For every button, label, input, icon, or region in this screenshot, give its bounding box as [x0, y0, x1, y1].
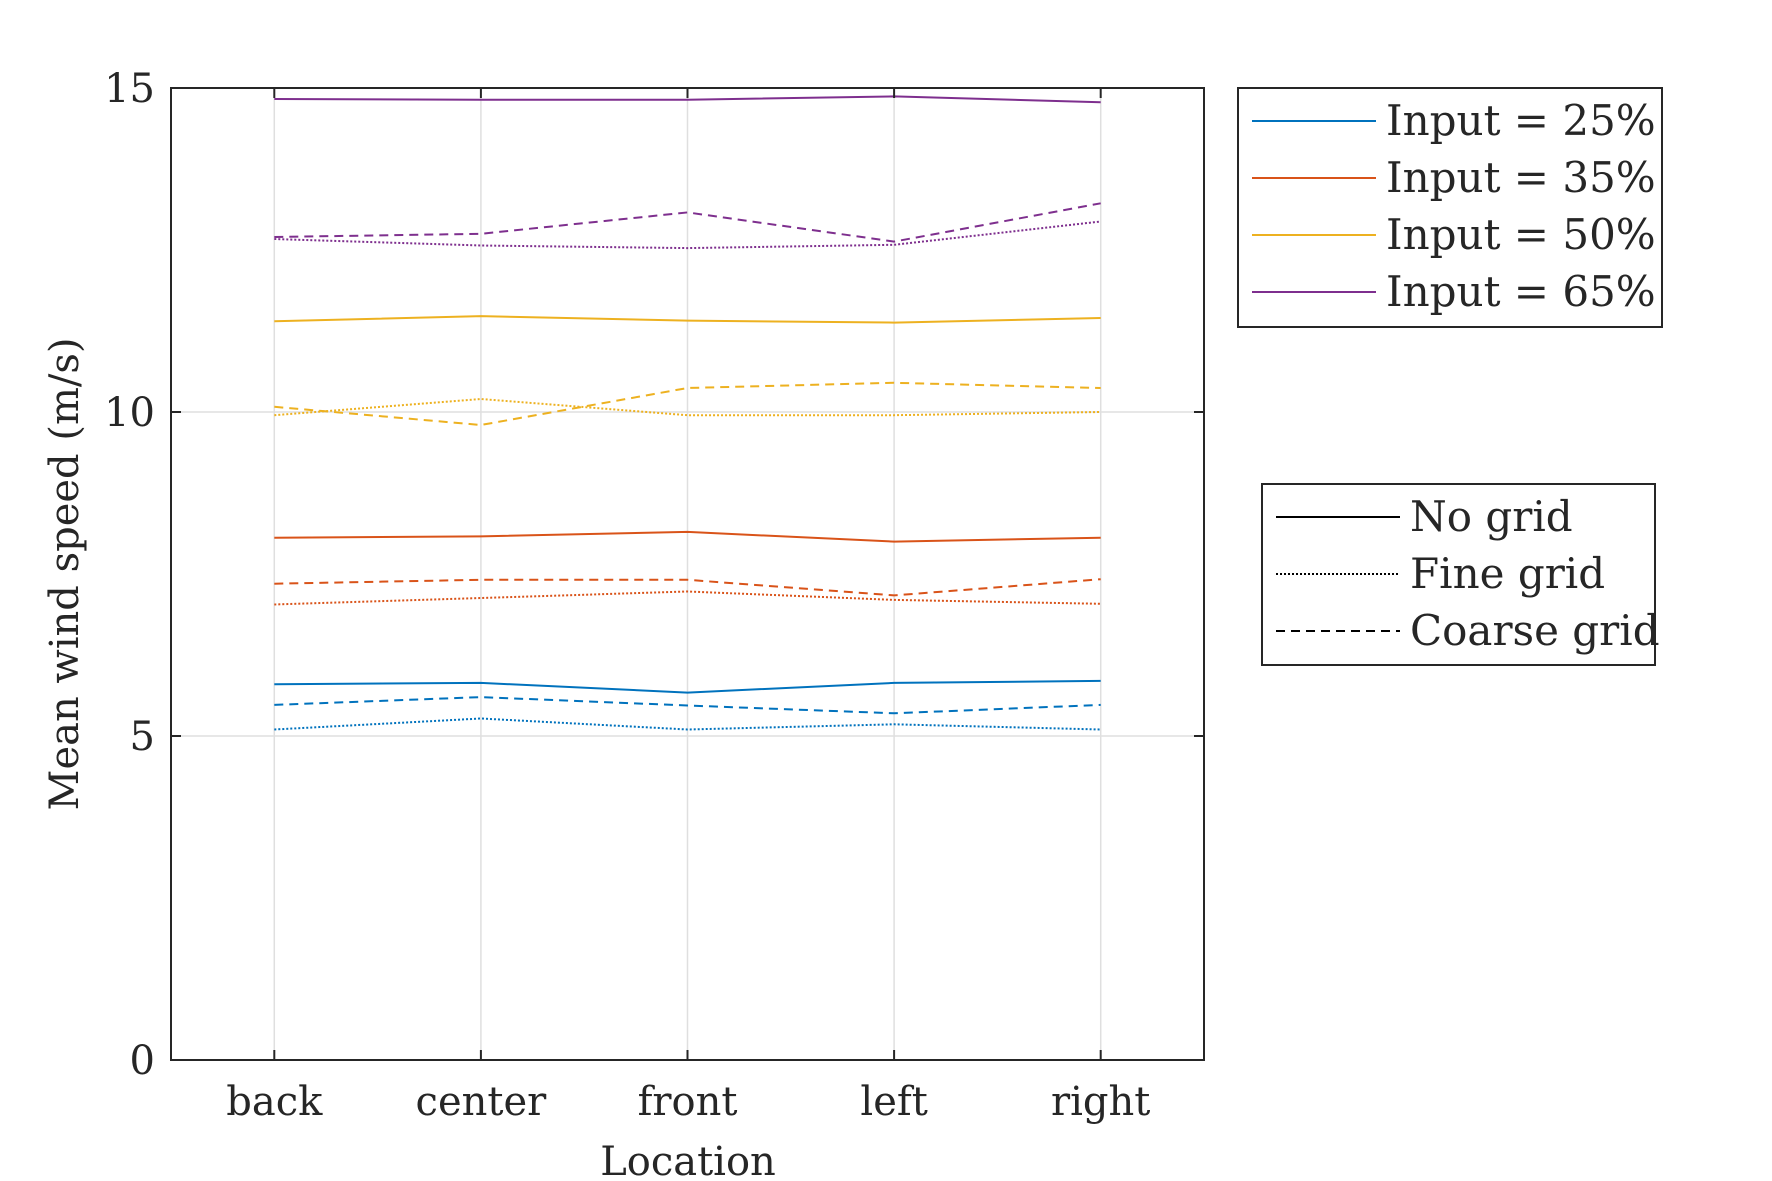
- series-line: [274, 202, 1101, 243]
- axis-ticks: back center front left right 0 5 10 15: [104, 66, 1204, 1125]
- legend-style-label: Coarse grid: [1410, 606, 1660, 655]
- style-legend-box: [1261, 483, 1656, 666]
- x-tick-label: back: [226, 1079, 323, 1125]
- x-tick-label: front: [638, 1079, 738, 1125]
- grid-lines: [171, 88, 1204, 1060]
- x-tick-label: left: [860, 1079, 927, 1125]
- series-line: [274, 220, 1101, 250]
- y-tick-label: 10: [104, 390, 155, 436]
- y-tick-label: 15: [104, 66, 155, 112]
- legend-color-label: Input = 25%: [1386, 96, 1656, 145]
- y-tick-label: 0: [130, 1038, 155, 1084]
- legend-style-label: Fine grid: [1410, 549, 1605, 598]
- color-legend-box: [1237, 87, 1663, 328]
- color-legend: Input = 25% Input = 35% Input = 50% Input =…: [1237, 87, 1663, 328]
- series-line: [274, 696, 1101, 715]
- series-line: [274, 530, 1101, 543]
- style-legend: No grid Fine grid Coarse grid: [1261, 483, 1660, 666]
- legend-style-label: No grid: [1410, 492, 1573, 541]
- y-axis-label: Mean wind speed (m/s): [42, 337, 88, 810]
- series-lines: [274, 95, 1101, 731]
- series-line: [274, 590, 1101, 606]
- series-line: [274, 381, 1101, 427]
- y-tick-label: 5: [130, 714, 155, 760]
- series-line: [274, 578, 1101, 597]
- x-axis-label: Location: [600, 1139, 776, 1181]
- series-line: [274, 397, 1101, 417]
- series-line: [274, 717, 1101, 731]
- series-line: [274, 95, 1101, 104]
- legend-color-label: Input = 35%: [1386, 153, 1656, 202]
- series-line: [274, 679, 1101, 694]
- series-line: [274, 315, 1101, 324]
- legend-color-label: Input = 50%: [1386, 210, 1656, 259]
- legend-color-label: Input = 65%: [1386, 267, 1656, 316]
- x-tick-label: center: [416, 1079, 548, 1125]
- x-tick-label: right: [1051, 1079, 1150, 1125]
